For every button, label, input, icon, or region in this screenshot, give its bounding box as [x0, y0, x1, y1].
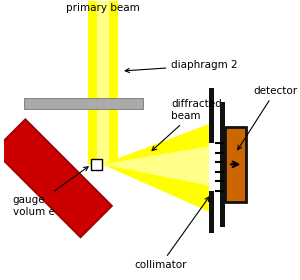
Bar: [225, 127, 246, 202]
Polygon shape: [0, 119, 112, 237]
Bar: [209, 88, 214, 143]
Bar: [92, 159, 102, 170]
Polygon shape: [102, 124, 209, 212]
Text: collimator: collimator: [134, 197, 209, 270]
Bar: [220, 102, 225, 227]
Bar: [88, 0, 118, 164]
Text: primary beam: primary beam: [66, 3, 140, 13]
Bar: [209, 191, 214, 233]
Text: diaphragm 2: diaphragm 2: [125, 60, 238, 73]
Bar: [24, 97, 143, 109]
Polygon shape: [102, 146, 209, 186]
Bar: [97, 0, 110, 164]
Text: detector: detector: [238, 85, 298, 150]
Text: diffracted
beam: diffracted beam: [152, 99, 222, 151]
Text: gauge
volum e: gauge volum e: [13, 167, 88, 217]
